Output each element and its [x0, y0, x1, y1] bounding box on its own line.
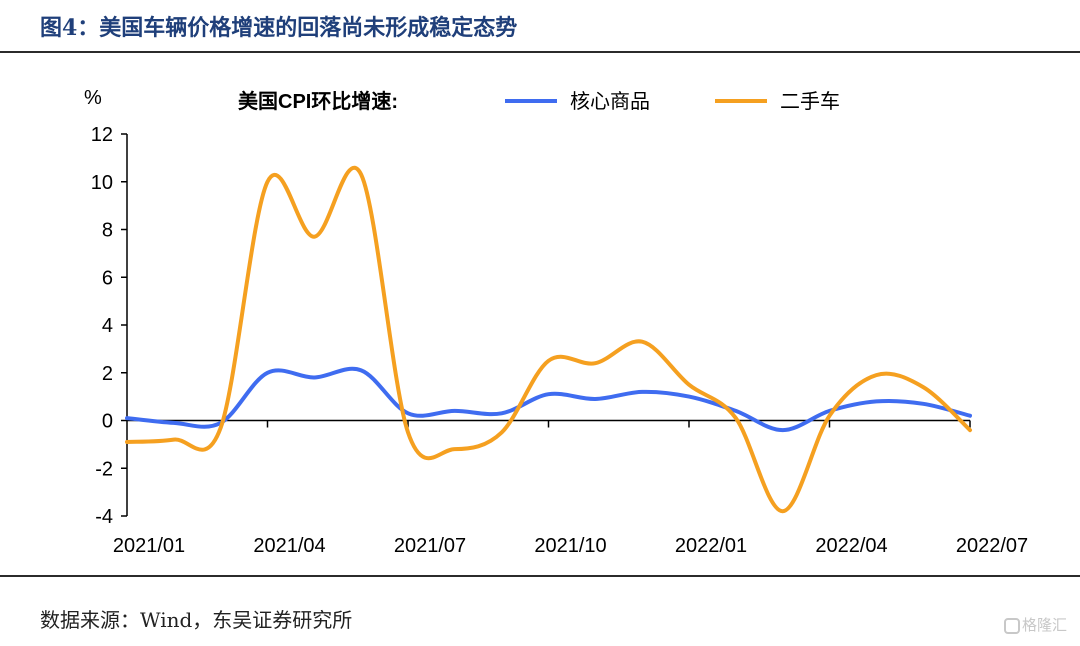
y-axis-label: %	[84, 87, 102, 109]
figure-title: 图4：美国车辆价格增速的回落尚未形成稳定态势	[40, 15, 518, 41]
axes: -4 -2 0 2 4 6 8 10 12 2021/01 2021/04 2021/07 2021/1…	[91, 124, 1028, 557]
y-tick-label: 0	[102, 411, 113, 433]
y-tick-label: -4	[95, 506, 113, 528]
line-chart: % 美国CPI环比增速: 核心商品 二手车 -4 -2 0 2 4 6 8 10 12 2021/0…	[84, 87, 1028, 557]
x-tick-label: 2022/04	[815, 535, 887, 557]
x-tick-label: 2021/07	[394, 535, 466, 557]
y-tick-label: 2	[102, 363, 113, 385]
watermark: 格隆汇	[1004, 614, 1067, 635]
y-tick-label: 10	[91, 172, 113, 194]
legend: 美国CPI环比增速: 核心商品 二手车	[238, 89, 840, 113]
y-tick-label: -2	[95, 458, 113, 480]
x-tick-label: 2022/07	[956, 535, 1028, 557]
series-lines	[125, 165, 972, 514]
legend-label: 核心商品	[570, 90, 650, 113]
x-tick-label: 2021/01	[113, 535, 185, 557]
watermark-text: 格隆汇	[1022, 616, 1068, 634]
x-tick-label: 2021/10	[534, 535, 606, 557]
y-tick-label: 12	[91, 124, 113, 146]
y-tick-label: 4	[102, 315, 113, 337]
bottom-rule	[0, 575, 1080, 577]
legend-title: 美国CPI环比增速:	[238, 89, 398, 113]
top-rule	[0, 51, 1080, 53]
x-tick-label: 2021/04	[253, 535, 325, 557]
x-tick-label: 2022/01	[675, 535, 747, 557]
series-line-1	[125, 366, 972, 433]
y-tick-label: 8	[102, 220, 113, 242]
watermark-logo-icon	[1004, 617, 1020, 634]
series-line-2	[125, 165, 972, 514]
source-note: 数据来源：Wind，东吴证券研究所	[40, 608, 353, 632]
y-tick-label: 6	[102, 267, 113, 289]
legend-label: 二手车	[780, 90, 840, 113]
